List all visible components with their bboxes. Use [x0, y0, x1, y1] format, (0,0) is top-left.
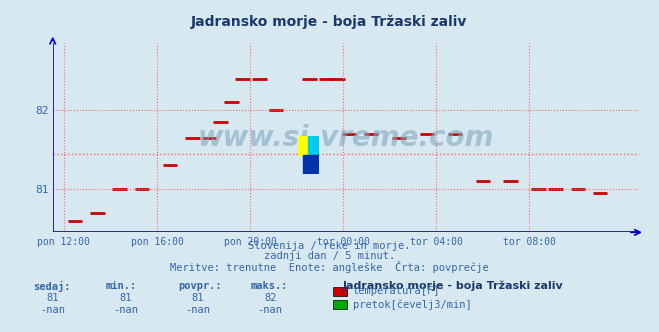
Text: 81: 81	[192, 293, 204, 303]
Text: maks.:: maks.:	[250, 281, 288, 290]
Text: sedaj:: sedaj:	[33, 281, 71, 291]
Text: 81: 81	[119, 293, 131, 303]
Text: min.:: min.:	[105, 281, 136, 290]
Text: -nan: -nan	[185, 305, 210, 315]
Text: -nan: -nan	[113, 305, 138, 315]
Text: 81: 81	[47, 293, 59, 303]
Text: zadnji dan / 5 minut.: zadnji dan / 5 minut.	[264, 251, 395, 261]
Text: Slovenija / reke in morje.: Slovenija / reke in morje.	[248, 241, 411, 251]
Text: 82: 82	[264, 293, 276, 303]
Text: pretok[čevelj3/min]: pretok[čevelj3/min]	[353, 299, 471, 310]
Text: -nan: -nan	[258, 305, 283, 315]
Text: -nan: -nan	[40, 305, 65, 315]
Bar	[298, 136, 308, 155]
Bar	[308, 136, 319, 155]
Bar	[303, 155, 319, 174]
Text: Jadransko morje - boja Tržaski zaliv: Jadransko morje - boja Tržaski zaliv	[343, 281, 563, 291]
Text: Jadransko morje - boja Tržaski zaliv: Jadransko morje - boja Tržaski zaliv	[191, 15, 468, 30]
Text: Meritve: trenutne  Enote: angleške  Črta: povprečje: Meritve: trenutne Enote: angleške Črta: …	[170, 261, 489, 273]
Text: povpr.:: povpr.:	[178, 281, 221, 290]
Text: www.si-vreme.com: www.si-vreme.com	[198, 124, 494, 152]
Text: temperatura[F]: temperatura[F]	[353, 287, 440, 296]
